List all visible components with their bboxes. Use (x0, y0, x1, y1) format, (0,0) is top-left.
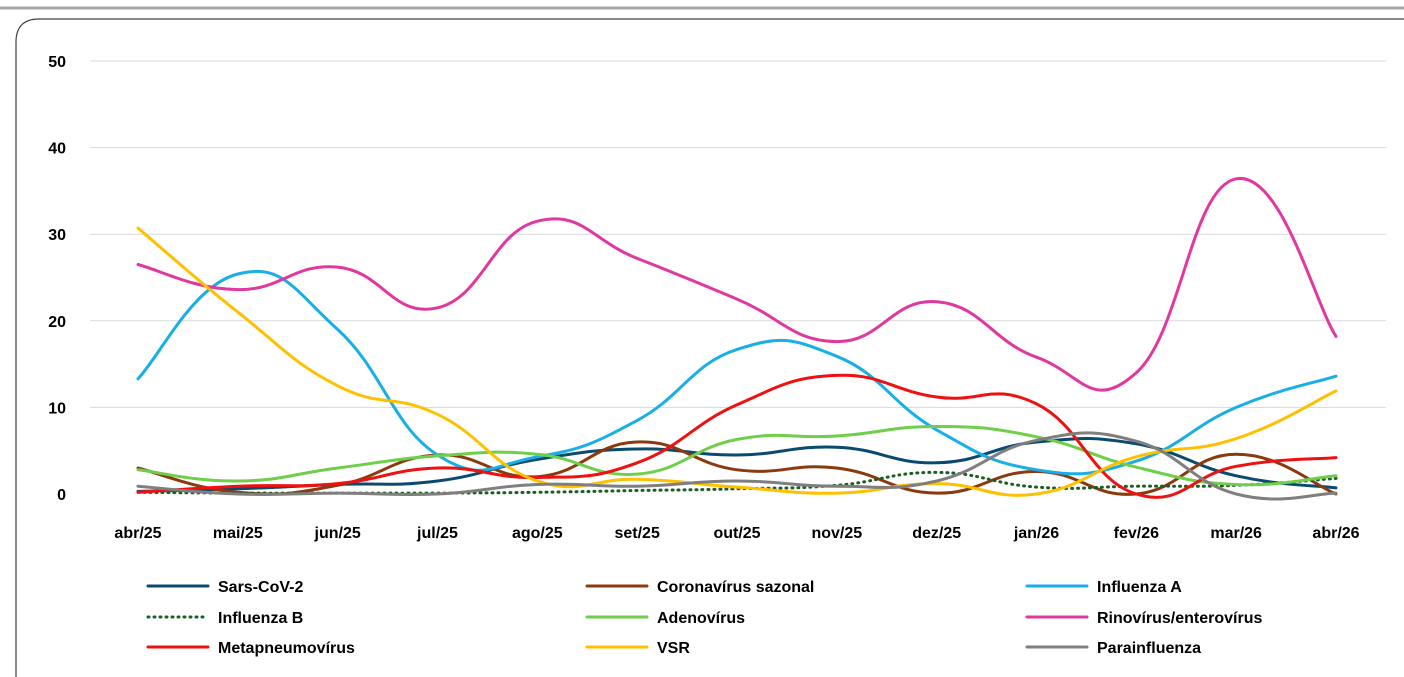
legend-label: Rinovírus/enterovírus (1097, 610, 1262, 627)
legend-label: Influenza B (218, 610, 303, 627)
legend-item-influenza-b: Influenza B (146, 610, 303, 627)
legend-item-vsr: VSR (585, 640, 690, 657)
legend-item-rinovirus-enterovirus: Rinovírus/enterovírus (1025, 610, 1262, 627)
legend-item-parainfluenza: Parainfluenza (1025, 640, 1201, 657)
legend-item-influenza-a: Influenza A (1025, 579, 1182, 596)
x-tick-label: fev/26 (1114, 525, 1159, 542)
y-tick-label: 50 (48, 54, 66, 71)
x-tick-label: ago/25 (512, 525, 563, 542)
gridlines (90, 60, 1386, 408)
x-tick-label: abr/26 (1312, 525, 1359, 542)
y-tick-label: 40 (48, 141, 66, 158)
legend-label: Sars-CoV-2 (218, 579, 303, 596)
x-tick-label: dez/25 (912, 525, 961, 542)
y-tick-label: 30 (48, 227, 66, 244)
x-tick-label: jan/26 (1013, 525, 1059, 542)
series-line-vsr (136, 226, 1338, 497)
series-lines (136, 177, 1338, 501)
series-line-adenovirus (136, 424, 1338, 487)
legend-label: VSR (657, 640, 690, 657)
legend-label: Coronavírus sazonal (657, 579, 814, 596)
x-tick-label: mar/26 (1210, 525, 1262, 542)
series-line-metapneumovirus (136, 373, 1338, 499)
legend-item-sars-cov-2: Sars-CoV-2 (146, 579, 303, 596)
y-tick-label: 10 (48, 400, 66, 417)
y-axis-ticks: 0 10 20 30 40 50 (48, 54, 66, 504)
legend-item-adenovirus: Adenovírus (585, 610, 745, 627)
x-tick-label: out/25 (713, 525, 760, 542)
x-tick-label: jul/25 (416, 525, 458, 542)
legend-label: Adenovírus (657, 610, 745, 627)
chart-frame (15, 18, 1404, 677)
x-tick-label: set/25 (614, 525, 659, 542)
series-line-parainfluenza (136, 431, 1338, 501)
legend: Sars-CoV-2 Coronavírus sazonal Influenza A… (146, 579, 1262, 657)
legend-label: Metapneumovírus (218, 640, 355, 657)
legend-item-coronavirus-sazonal: Coronavírus sazonal (585, 579, 814, 596)
series-line-rinovirus-enterovirus (136, 177, 1338, 392)
x-axis-ticks: abr/25 mai/25 jun/25 jul/25 ago/25 set/25 out/… (114, 525, 1359, 542)
legend-item-metapneumovirus: Metapneumovírus (146, 640, 355, 657)
series-line-sars-cov-2 (136, 437, 1338, 493)
y-tick-label: 20 (48, 314, 66, 331)
legend-label: Parainfluenza (1097, 640, 1201, 657)
x-tick-label: nov/25 (811, 525, 862, 542)
legend-label: Influenza A (1097, 579, 1182, 596)
y-tick-label: 0 (57, 487, 66, 504)
x-tick-label: mai/25 (213, 525, 263, 542)
x-tick-label: jun/25 (314, 525, 361, 542)
series-line-influenza-a (136, 269, 1338, 476)
x-tick-label: abr/25 (114, 525, 161, 542)
